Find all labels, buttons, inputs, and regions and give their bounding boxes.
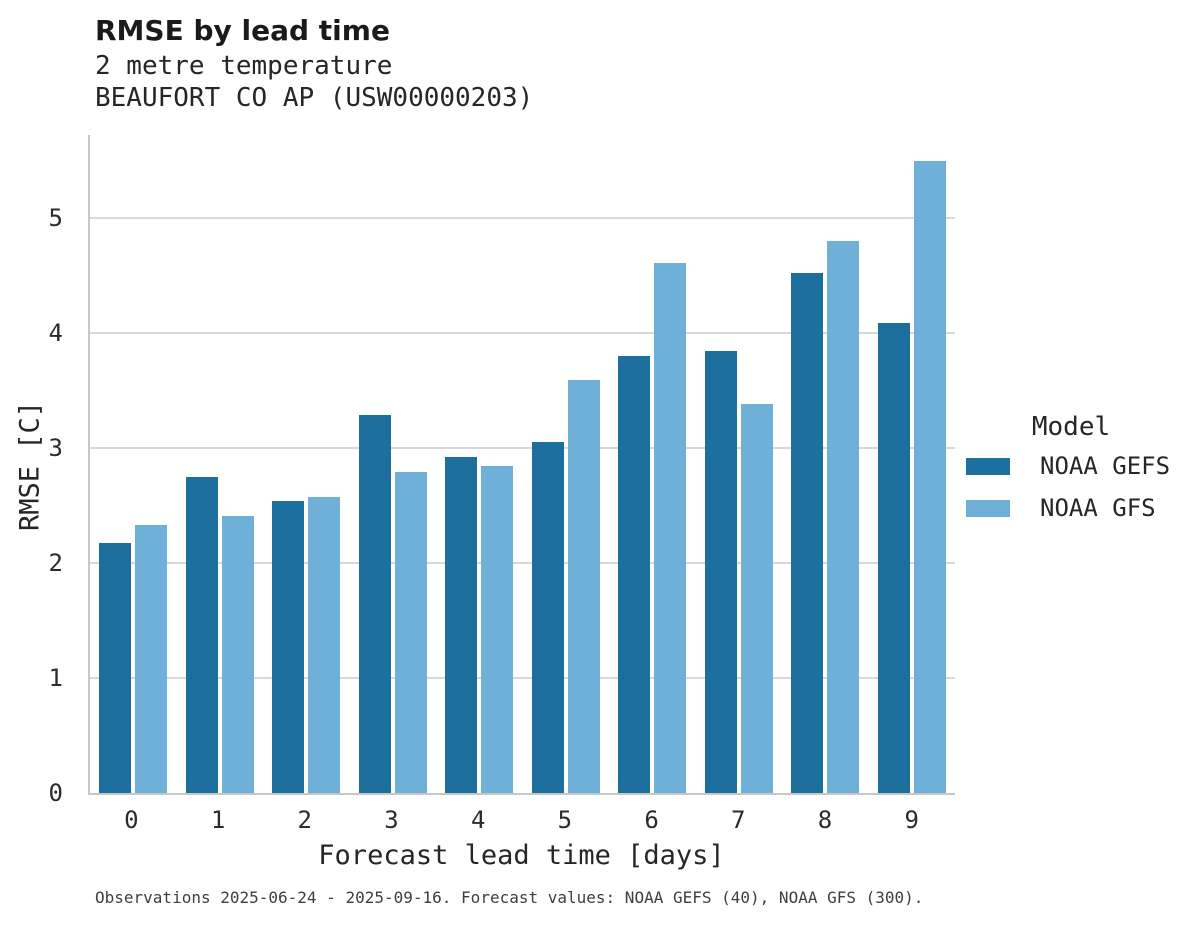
x-tick-label: 6 [644,806,659,834]
y-tick-label: 0 [48,779,63,807]
subtitle-line-1: 2 metre temperature [95,51,393,81]
x-tick-label: 9 [904,806,919,834]
bar-noaa-gefs-day-8 [791,273,824,793]
bar-group-day-5 [523,135,610,793]
legend-item: NOAA GEFS [966,454,1176,478]
x-tick-label: 2 [297,806,312,834]
bar-noaa-gefs-day-9 [877,322,910,793]
y-tick-labels: 0 1 2 3 4 5 [0,135,76,805]
footer-note: Observations 2025-06-24 - 2025-09-16. Fo… [95,888,924,907]
bar-noaa-gfs-day-2 [308,497,341,793]
x-tick-label: 8 [817,806,833,834]
bar-group-day-8 [782,135,869,793]
gridlines [90,135,955,793]
bar-noaa-gfs-day-1 [221,515,254,793]
bar-noaa-gfs-day-7 [740,404,773,793]
bar-noaa-gefs-day-7 [704,351,737,793]
x-tick-label: 0 [124,806,139,834]
gridline [90,562,955,564]
bar-noaa-gfs-day-8 [827,241,860,793]
bar-noaa-gfs-day-4 [481,466,514,793]
bar-noaa-gefs-day-5 [531,442,564,793]
gridline [90,217,955,219]
x-tick-label: 5 [557,806,573,834]
bar-noaa-gfs-day-6 [654,262,687,793]
legend-swatch [966,499,1010,517]
bar-group-day-1 [177,135,264,793]
y-tick-label: 4 [48,319,63,347]
bar-noaa-gfs-day-5 [567,380,600,793]
chart-title: RMSE by lead time [95,14,390,47]
legend-label: NOAA GFS [1040,494,1156,522]
chart-subtitle: 2 metre temperature BEAUFORT CO AP (USW00… [95,50,533,114]
x-tick-label: 7 [731,806,746,834]
x-axis-label: Forecast lead time [days] [318,840,725,871]
y-tick-label: 1 [48,664,63,692]
gridline [90,332,955,334]
bar-group-day-6 [609,135,696,793]
bar-group-day-4 [436,135,523,793]
bar-groups [90,135,955,793]
bar-group-day-9 [869,135,956,793]
bar-group-day-3 [350,135,437,793]
gridline [90,447,955,449]
y-tick-label: 3 [48,434,63,462]
legend-swatch [966,457,1010,475]
bar-noaa-gefs-day-3 [358,414,391,793]
legend-items: NOAA GEFS NOAA GFS [966,454,1176,520]
bar-noaa-gefs-day-0 [99,543,132,793]
bar-noaa-gfs-day-0 [135,525,168,793]
bar-noaa-gfs-day-9 [913,160,946,793]
y-tick-label: 5 [48,204,63,232]
legend-label: NOAA GEFS [1040,452,1171,480]
legend-title: Model [1031,412,1111,442]
plot-area [88,135,955,795]
subtitle-line-2: BEAUFORT CO AP (USW00000203) [95,83,534,113]
bar-group-day-0 [90,135,177,793]
bar-noaa-gefs-day-2 [272,500,305,793]
bar-group-day-2 [263,135,350,793]
gridline [90,677,955,679]
bar-noaa-gefs-day-6 [618,356,651,793]
bar-noaa-gefs-day-1 [185,476,218,793]
x-tick-label: 4 [470,806,486,834]
y-tick-label: 2 [48,549,63,577]
bar-noaa-gfs-day-3 [394,472,427,793]
x-tick-label: 3 [384,806,399,834]
legend-item: NOAA GFS [966,496,1176,520]
legend: Model NOAA GEFS NOAA GFS [966,412,1176,538]
x-tick-labels: 0 1 2 3 4 5 6 7 8 9 [88,806,955,834]
x-tick-label: 1 [210,806,226,834]
bar-group-day-7 [696,135,783,793]
bar-noaa-gefs-day-4 [445,457,478,793]
